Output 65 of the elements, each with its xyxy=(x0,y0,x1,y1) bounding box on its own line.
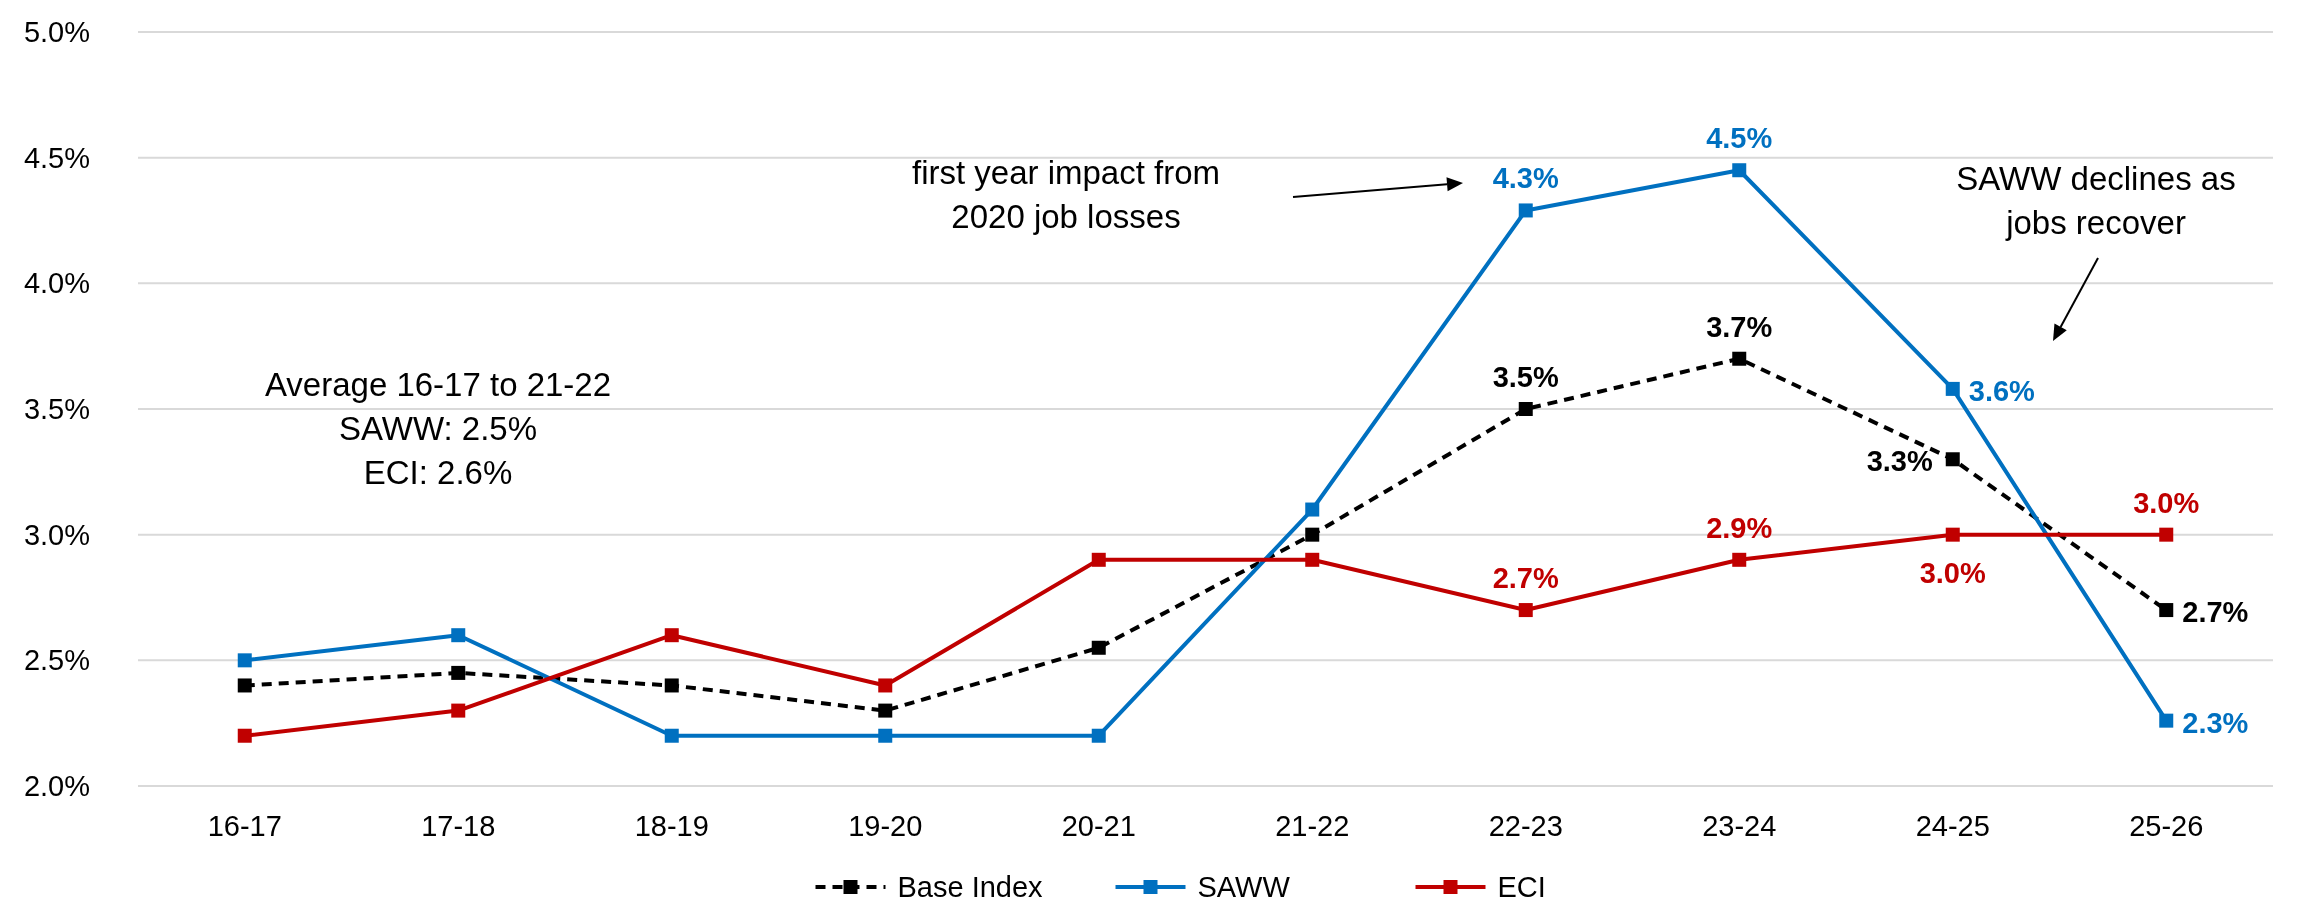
x-tick-label: 25-26 xyxy=(2129,810,2204,842)
x-tick-label: 17-18 xyxy=(421,810,496,842)
point xyxy=(1305,552,1320,567)
data-label: 3.7% xyxy=(1706,310,1773,343)
x-tick-label: 18-19 xyxy=(634,810,709,842)
point xyxy=(237,653,252,668)
y-tick-label: 4.5% xyxy=(23,141,90,174)
point xyxy=(1305,527,1320,542)
point xyxy=(664,728,679,743)
data-label: 4.5% xyxy=(1706,122,1773,155)
y-tick-label: 2.0% xyxy=(23,770,90,802)
annotation: SAWW declines as jobs recover xyxy=(1956,160,2236,241)
legend-label: Base Index xyxy=(897,871,1044,903)
point xyxy=(1945,527,1960,542)
point xyxy=(1518,402,1533,416)
point xyxy=(237,728,252,743)
data-label: 2.9% xyxy=(1706,511,1773,544)
data-label: 2.3% xyxy=(2182,706,2249,739)
x-tick-label: 22-23 xyxy=(1488,810,1563,842)
data-label: 3.3% xyxy=(1866,445,1933,478)
y-tick-label: 2.5% xyxy=(23,644,90,677)
y-tick-label: 3.0% xyxy=(23,518,90,551)
annotation: first year impact from 2020 job losses xyxy=(911,154,1221,235)
point xyxy=(2159,527,2174,542)
point xyxy=(1945,452,1960,467)
point xyxy=(1091,552,1106,567)
point xyxy=(1518,203,1533,218)
annotation: Average 16-17 to 21-22 SAWW: 2.5% ECI: 2.6% xyxy=(264,366,612,491)
data-label: 2.7% xyxy=(1492,562,1560,595)
x-tick-label: 23-24 xyxy=(1702,810,1777,842)
y-tick-label: 5.0% xyxy=(23,16,90,48)
data-label: 3.6% xyxy=(1968,374,2036,407)
point xyxy=(451,665,466,680)
point xyxy=(1091,640,1106,655)
data-label: 2.7% xyxy=(2182,596,2249,629)
point xyxy=(1305,502,1320,517)
point xyxy=(878,703,893,718)
point xyxy=(1091,728,1106,743)
point xyxy=(2159,713,2174,728)
point xyxy=(451,703,466,718)
point xyxy=(2159,603,2174,618)
legend-label: SAWW xyxy=(1197,871,1291,903)
x-tick-label: 24-25 xyxy=(1915,810,1990,842)
point xyxy=(1732,163,1747,178)
point xyxy=(664,678,679,693)
point xyxy=(1732,552,1747,567)
legend-label: ECI xyxy=(1497,871,1546,903)
point xyxy=(451,628,466,643)
point xyxy=(664,628,679,643)
data-label: 4.3% xyxy=(1492,162,1560,195)
point xyxy=(878,728,893,743)
x-tick-label: 20-21 xyxy=(1061,810,1136,842)
x-tick-label: 16-17 xyxy=(207,810,282,842)
x-tick-label: 21-22 xyxy=(1275,810,1350,842)
point xyxy=(1732,351,1747,366)
data-label: 3.0% xyxy=(2133,486,2200,519)
point xyxy=(237,678,252,693)
point xyxy=(878,678,893,693)
data-label: 3.5% xyxy=(1492,361,1560,393)
y-tick-label: 3.5% xyxy=(23,393,90,425)
point xyxy=(1518,603,1533,618)
point xyxy=(1945,381,1960,396)
y-tick-label: 4.0% xyxy=(23,267,90,300)
data-label: 3.0% xyxy=(1919,556,1987,589)
x-tick-label: 19-20 xyxy=(848,810,923,842)
